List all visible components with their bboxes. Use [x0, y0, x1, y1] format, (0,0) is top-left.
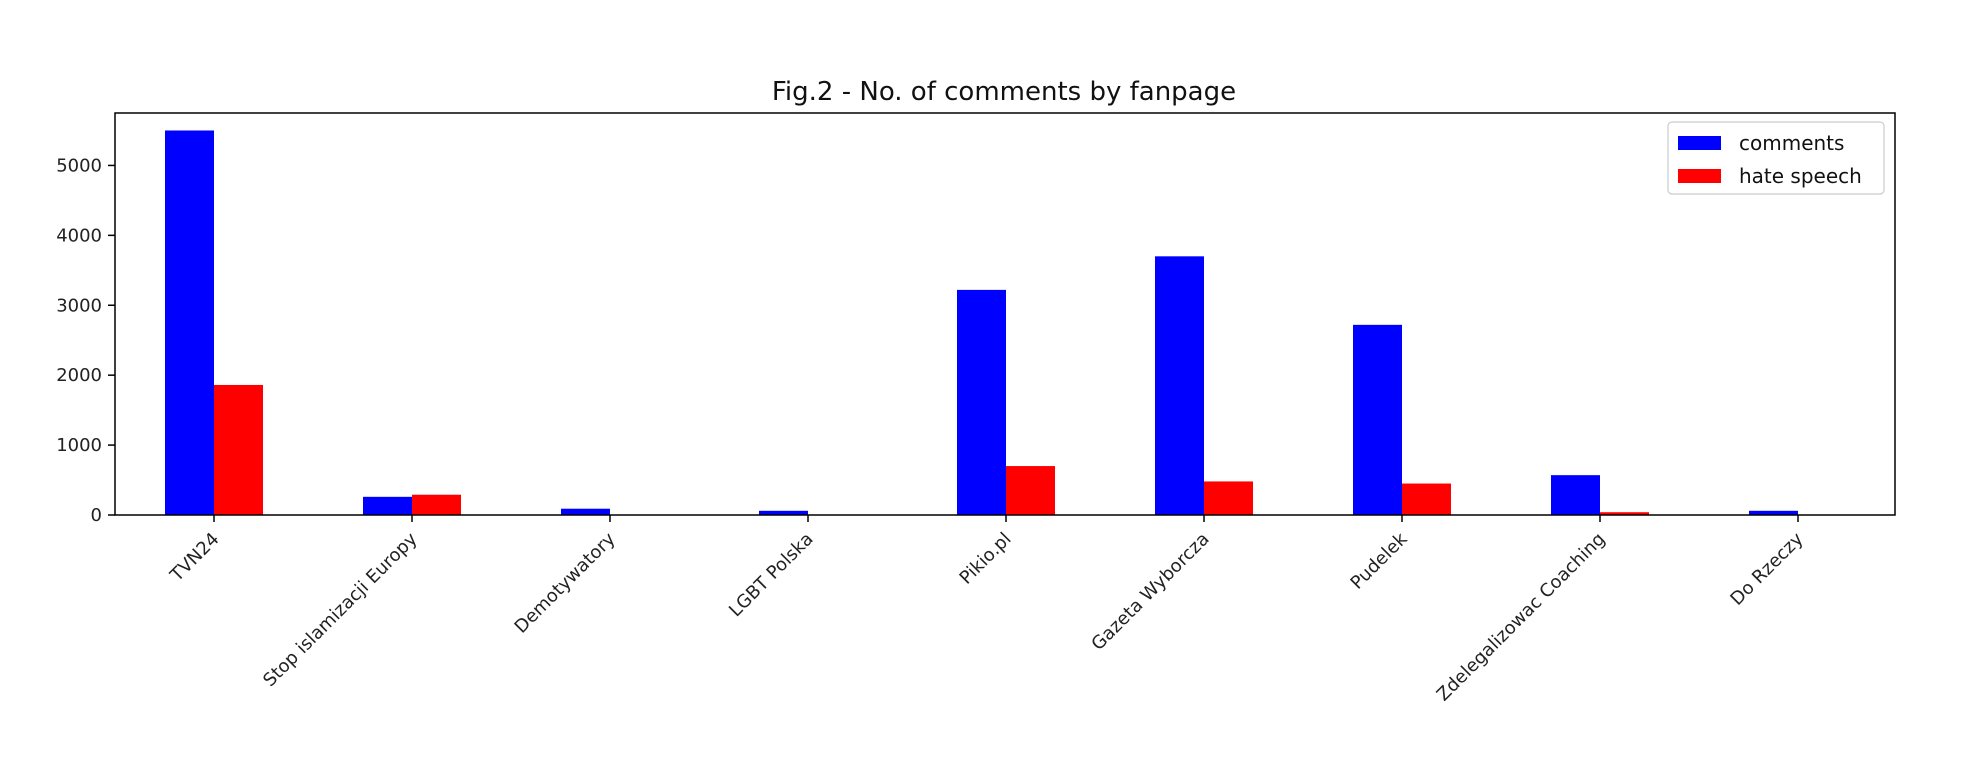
bar-comments-8: [1749, 510, 1798, 515]
x-tick-label: TVN24: [166, 529, 224, 587]
bar-hate-speech-5: [1204, 481, 1253, 515]
legend-swatch-hate-speech: [1678, 169, 1721, 183]
legend-box: [1667, 121, 1885, 195]
x-tick-label: Demotywatory: [511, 528, 620, 637]
bar-comments-5: [1155, 256, 1204, 515]
bars-group: [165, 130, 1798, 515]
y-tick-label: 5000: [56, 155, 102, 176]
bar-hate-speech-0: [214, 384, 263, 515]
legend-label-hate-speech: hate speech: [1739, 164, 1862, 188]
x-axis: TVN24 Stop islamizacji Europy Demotywatory…: [166, 515, 1808, 705]
x-tick-label: Pikio.pl: [956, 529, 1016, 589]
x-tick-label: Gazeta Wyborcza: [1087, 529, 1213, 655]
bar-comments-3: [759, 510, 808, 515]
bar-comments-6: [1353, 324, 1402, 515]
chart-title: Fig.2 - No. of comments by fanpage: [772, 77, 1236, 107]
bar-hate-speech-6: [1402, 483, 1451, 515]
y-tick-label: 1000: [56, 435, 102, 456]
bar-comments-1: [363, 496, 412, 515]
legend-label-comments: comments: [1739, 131, 1844, 155]
bar-hate-speech-4: [1006, 466, 1055, 515]
y-tick-label: 2000: [56, 365, 102, 386]
x-tick-label: Do Rzeczy: [1726, 528, 1807, 609]
y-tick-label: 0: [91, 505, 102, 526]
bar-hate-speech-1: [412, 494, 461, 515]
bar-comments-0: [165, 130, 214, 515]
x-tick-label: Pudelek: [1347, 528, 1412, 593]
x-tick-label: Zdelegalizowac Coaching: [1433, 529, 1610, 706]
y-axis: 0 1000 2000 3000 4000 5000: [56, 155, 115, 526]
bar-comments-7: [1551, 475, 1600, 515]
y-tick-label: 3000: [56, 295, 102, 316]
x-tick-label: LGBT Polska: [725, 529, 817, 621]
x-tick-label: Stop islamizacji Europy: [259, 528, 422, 691]
bar-comments-4: [957, 289, 1006, 515]
bar-hate-speech-7: [1600, 512, 1649, 515]
legend: comments hate speech: [1667, 121, 1885, 195]
plot-frame: [114, 112, 1896, 516]
y-tick-label: 4000: [56, 225, 102, 246]
legend-swatch-comments: [1678, 136, 1721, 150]
bar-comments-2: [561, 508, 610, 515]
